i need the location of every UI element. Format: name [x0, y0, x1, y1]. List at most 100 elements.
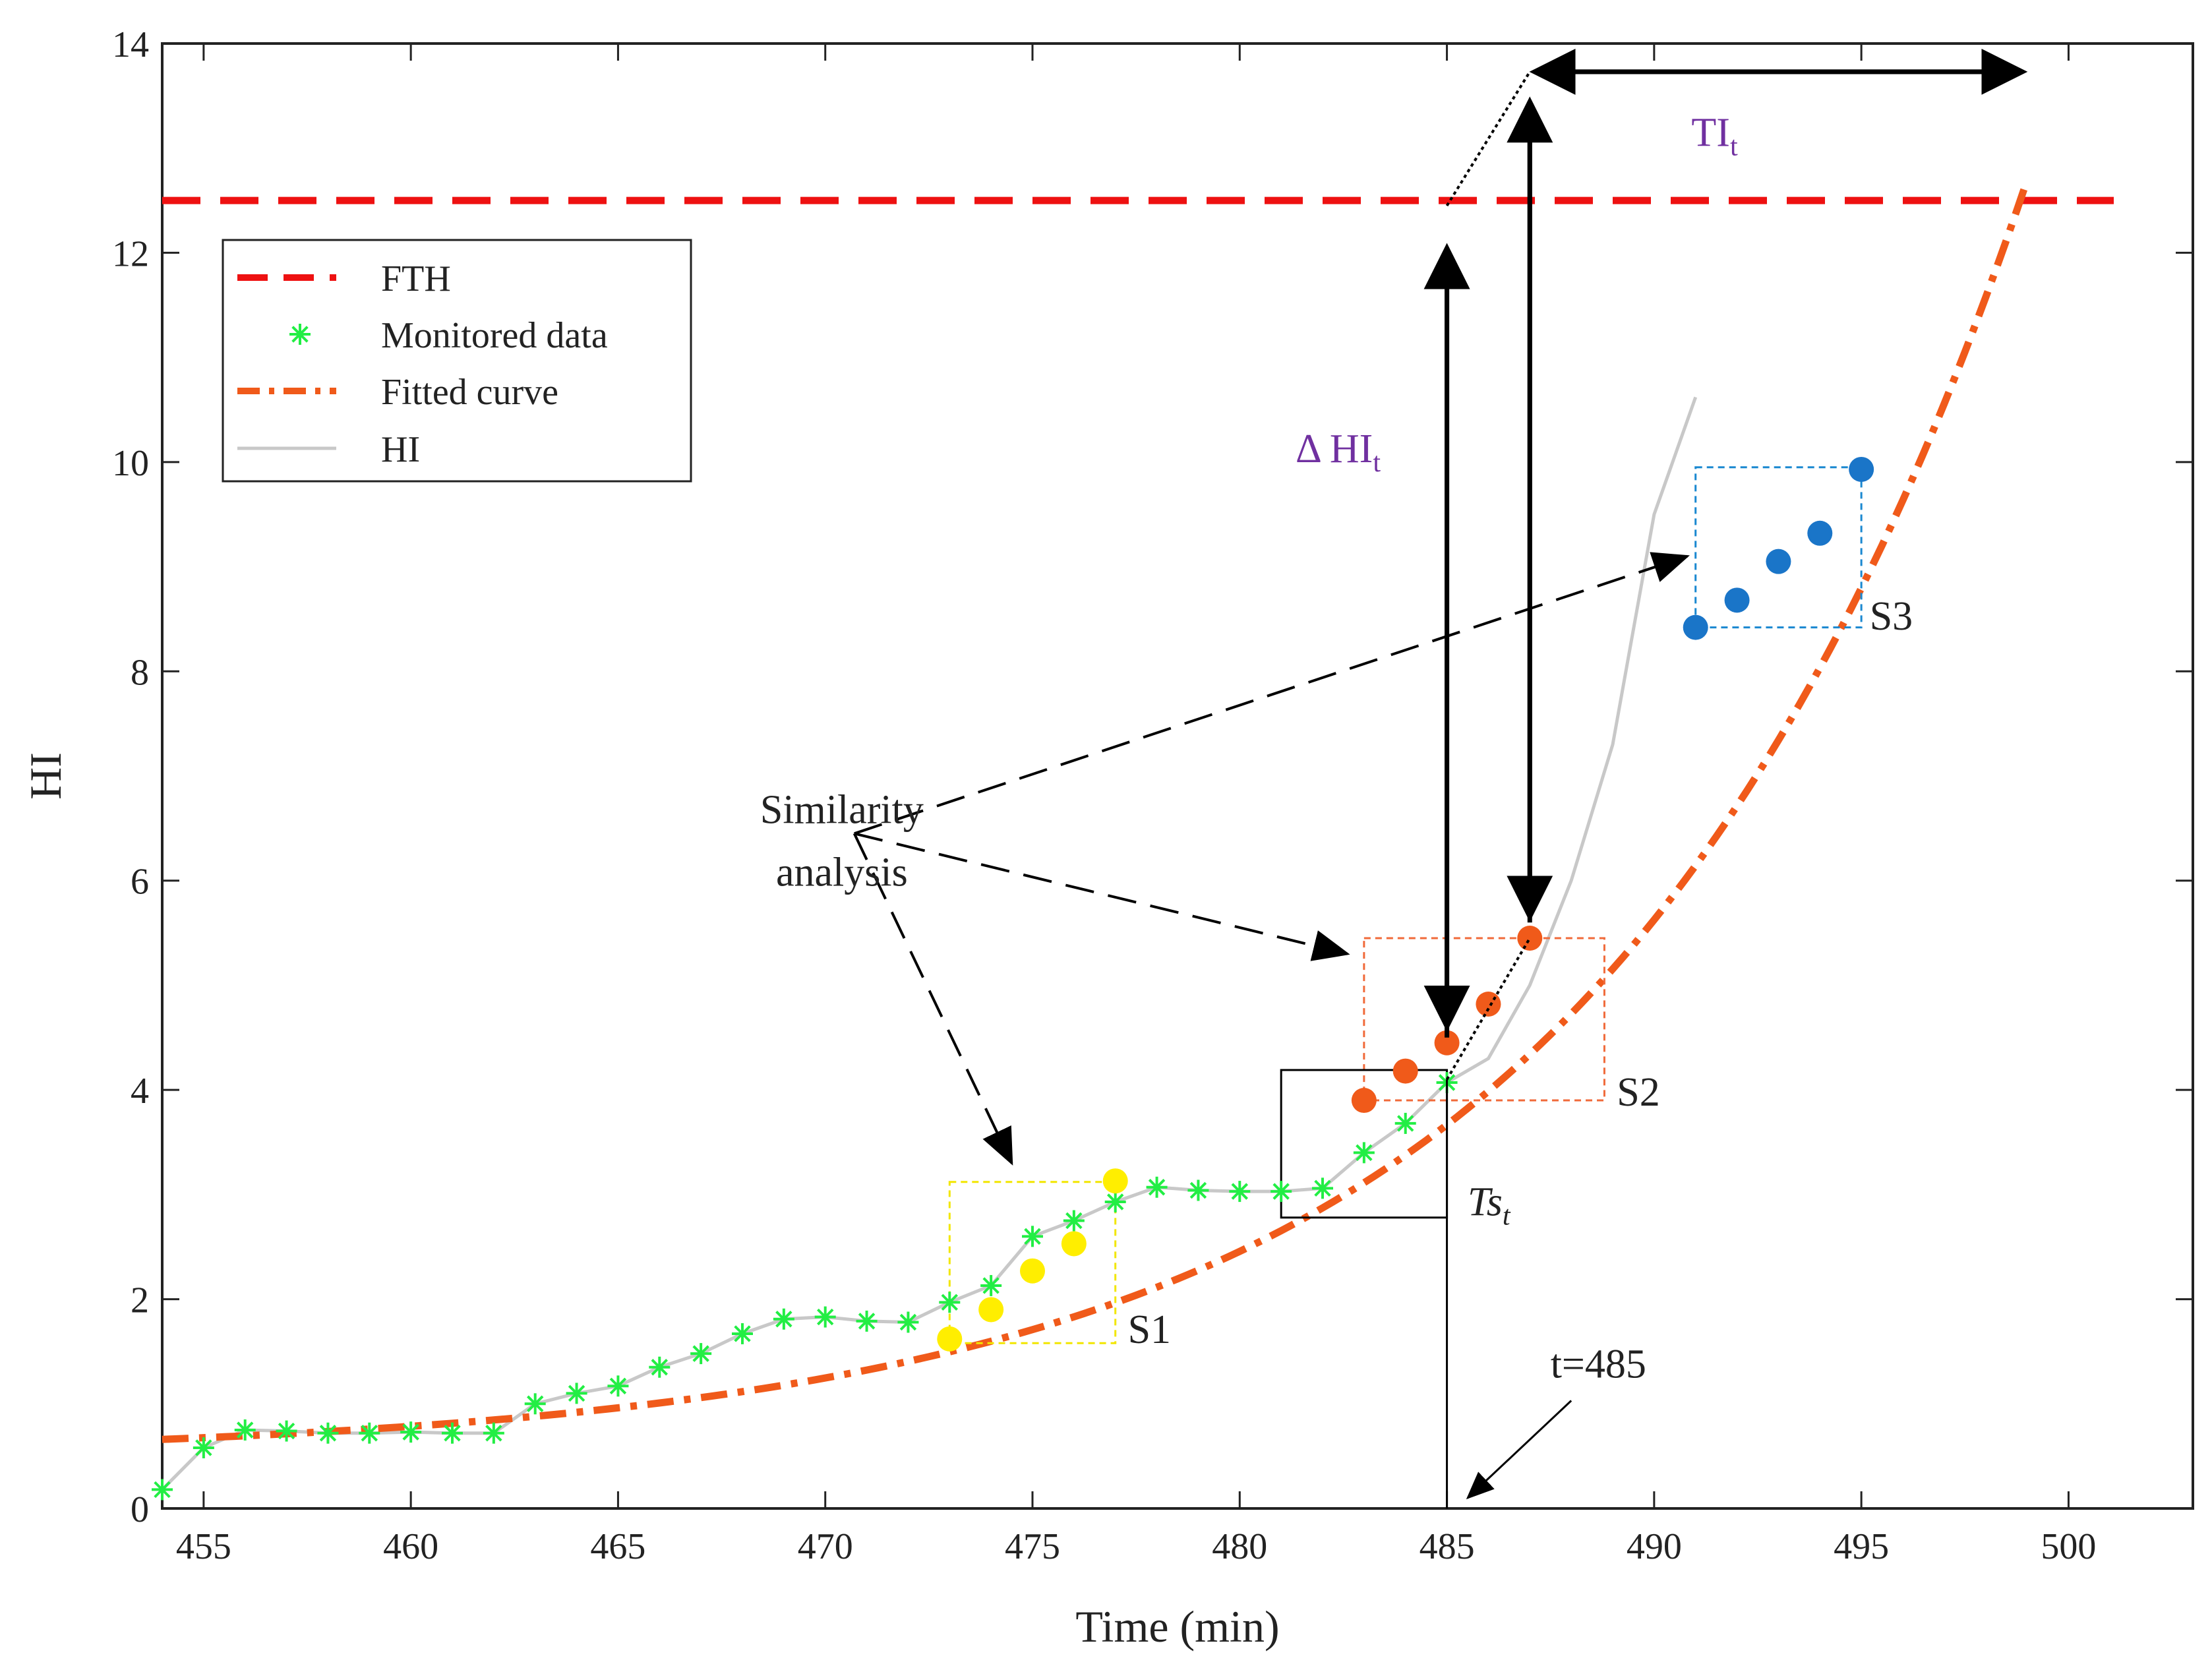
- monitored-point-464: [566, 1383, 587, 1404]
- monitored-point-459: [359, 1422, 380, 1444]
- monitored-data-layer: [152, 1072, 1458, 1501]
- monitored-point-461: [442, 1422, 463, 1444]
- monitored-point-466: [649, 1356, 671, 1378]
- monitored-point-477: [1104, 1191, 1126, 1212]
- x-tick-label-455: 455: [176, 1526, 231, 1567]
- y-axis-ticks: [162, 42, 2193, 1510]
- monitored-point-483: [1353, 1142, 1375, 1164]
- x-tick-label-475: 475: [1005, 1526, 1060, 1567]
- ti-subscript: t: [1730, 132, 1738, 162]
- delta-hi-label: Δ HIt: [1296, 427, 1381, 478]
- y-tick-label-6: 6: [131, 862, 149, 903]
- window-s1: [948, 1181, 1117, 1344]
- monitored-point-481: [1270, 1181, 1292, 1203]
- legend-monitored-star: [289, 324, 311, 345]
- monitored-point-455: [193, 1437, 214, 1458]
- s3-point-492: [1724, 587, 1750, 613]
- x-tick-label-500: 500: [2041, 1526, 2096, 1567]
- monitored-point-463: [524, 1393, 546, 1415]
- monitored-point-456: [234, 1419, 256, 1441]
- ti-base: TI: [1691, 111, 1730, 156]
- delta-hi-subscript: t: [1373, 448, 1381, 478]
- x-tick-label-470: 470: [798, 1526, 853, 1567]
- monitored-point-471: [856, 1310, 878, 1332]
- y-tick-label-12: 12: [112, 233, 149, 274]
- monitored-point-469: [773, 1308, 794, 1330]
- s2-point-483: [1351, 1088, 1377, 1114]
- x-tick-label-485: 485: [1420, 1526, 1475, 1567]
- y-tick-label-14: 14: [112, 24, 149, 65]
- legend-fitted-label: Fitted curve: [381, 372, 558, 413]
- y-tick-labels: 0 2 4 6 8 10 12 14: [112, 24, 149, 1530]
- s3-label: S3: [1870, 594, 1913, 639]
- ti-label: TIt: [1691, 111, 1738, 162]
- monitored-point-460: [400, 1421, 422, 1443]
- x-tick-labels: 455 460 465 470 475 480 485 490 495 500: [176, 1526, 2097, 1567]
- annotation-arrows-layer: [852, 48, 2028, 1508]
- monitored-point-479: [1187, 1179, 1209, 1201]
- monitored-point-482: [1312, 1177, 1333, 1199]
- matched-points-layer: [937, 456, 1874, 1352]
- monitored-point-462: [483, 1422, 504, 1444]
- similarity-arrow-s3: [854, 552, 1690, 835]
- legend-fth-label: FTH: [381, 258, 451, 299]
- s2-point-485: [1434, 1030, 1460, 1056]
- x-tick-label-460: 460: [383, 1526, 438, 1567]
- ts-label: Tst: [1468, 1180, 1511, 1232]
- ts-base: Ts: [1468, 1180, 1503, 1225]
- monitored-point-476: [1063, 1210, 1085, 1232]
- similarity-label-line2: analysis: [776, 850, 908, 895]
- s2-label: S2: [1617, 1070, 1659, 1115]
- monitored-point-473: [939, 1292, 961, 1313]
- s1-point-476: [1061, 1231, 1087, 1257]
- legend-hi-label: HI: [381, 429, 420, 470]
- s2-point-487: [1517, 926, 1543, 951]
- monitored-point-480: [1229, 1181, 1251, 1203]
- s1-label: S1: [1128, 1307, 1171, 1352]
- monitored-point-484: [1394, 1112, 1416, 1134]
- s3-point-495: [1849, 456, 1874, 482]
- window-s3: [1694, 466, 1863, 629]
- y-tick-label-10: 10: [112, 443, 149, 484]
- legend-monitored-label: Monitored data: [381, 315, 608, 356]
- monitored-point-474: [980, 1274, 1002, 1296]
- x-tick-label-480: 480: [1212, 1526, 1267, 1567]
- monitored-point-470: [814, 1306, 836, 1328]
- monitored-point-468: [732, 1323, 753, 1344]
- x-axis-ticks: [202, 44, 2070, 1508]
- x-tick-label-490: 490: [1627, 1526, 1682, 1567]
- y-tick-label-0: 0: [131, 1489, 149, 1530]
- y-tick-label-2: 2: [131, 1280, 149, 1321]
- monitored-point-458: [317, 1422, 339, 1444]
- s1-point-477: [1102, 1168, 1128, 1194]
- s3-point-493: [1766, 549, 1791, 574]
- s2-point-484: [1392, 1058, 1418, 1084]
- monitored-point-454: [152, 1479, 173, 1501]
- monitored-point-457: [276, 1420, 297, 1442]
- similarity-label-line1: Similarity: [760, 787, 924, 832]
- fitted-curve: [162, 179, 2031, 1443]
- s1-point-475: [1020, 1258, 1045, 1284]
- ts-subscript: t: [1503, 1201, 1511, 1232]
- s3-point-494: [1807, 520, 1833, 546]
- y-tick-label-8: 8: [131, 652, 149, 693]
- monitored-point-478: [1146, 1176, 1168, 1198]
- monitored-point-467: [690, 1343, 712, 1365]
- dotted-connector-bottom: [1445, 937, 1532, 1081]
- legend: FTH Monitored data Fitted curve HI: [222, 239, 692, 483]
- monitored-point-472: [897, 1311, 919, 1333]
- delta-hi-base: Δ HI: [1296, 427, 1373, 471]
- x-tick-label-465: 465: [590, 1526, 645, 1567]
- monitored-point-465: [607, 1375, 629, 1397]
- t-marker-label: t=485: [1551, 1342, 1646, 1387]
- legend-monitored-swatch: [289, 324, 311, 345]
- y-axis-label: HI: [20, 752, 71, 800]
- x-axis-label: Time (min): [1075, 1601, 1279, 1652]
- monitored-point-475: [1022, 1226, 1043, 1247]
- s1-point-473: [937, 1326, 963, 1352]
- y-tick-label-4: 4: [131, 1071, 149, 1112]
- s1-point-474: [978, 1297, 1004, 1323]
- s2-point-486: [1476, 991, 1501, 1017]
- t485-pointer-arrow: [1466, 1400, 1572, 1500]
